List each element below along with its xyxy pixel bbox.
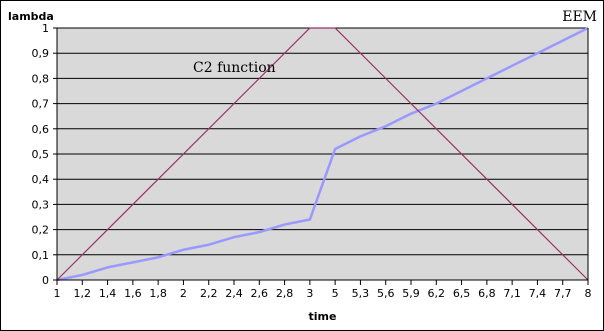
x-tick-label: 6,5 xyxy=(453,287,471,300)
y-axis-title: lambda xyxy=(8,10,54,23)
x-tick-label: 1,8 xyxy=(149,287,167,300)
x-tick-label: 6,8 xyxy=(478,287,496,300)
x-tick-label: 2,4 xyxy=(225,287,243,300)
series-label-eem: EEM xyxy=(562,9,597,25)
x-tick-label: 1,6 xyxy=(124,287,142,300)
x-tick-label: 5 xyxy=(332,287,339,300)
y-tick-label: 0,2 xyxy=(32,224,50,237)
y-tick-label: 0,9 xyxy=(32,47,50,60)
x-tick-label: 6,2 xyxy=(428,287,446,300)
x-tick-label: 5,3 xyxy=(352,287,370,300)
x-tick-label: 2,8 xyxy=(276,287,294,300)
y-tick-label: 0 xyxy=(42,274,49,287)
x-tick-label: 1,2 xyxy=(74,287,92,300)
x-tick-label: 1,4 xyxy=(99,287,117,300)
x-tick-label: 2,2 xyxy=(200,287,218,300)
axes xyxy=(53,27,589,285)
y-tick-label: 0,4 xyxy=(32,173,50,186)
x-axis-title: time xyxy=(309,310,337,323)
tick-labels: 0 0,1 0,2 0,3 0,4 0,5 0,6 0,7 0,8 0,9 1 1 1,2 1,4 1,6 1… xyxy=(32,22,592,300)
y-tick-label: 0,7 xyxy=(32,98,50,111)
gridlines xyxy=(57,27,588,256)
y-tick-label: 1 xyxy=(42,22,49,35)
y-tick-label: 0,3 xyxy=(32,198,50,211)
y-tick-label: 0,8 xyxy=(32,72,50,85)
x-tick-label: 7,1 xyxy=(503,287,521,300)
y-tick-label: 0,1 xyxy=(32,249,50,262)
x-tick-label: 1 xyxy=(54,287,61,300)
x-tick-label: 5,6 xyxy=(377,287,395,300)
x-tick-label: 7,4 xyxy=(529,287,547,300)
x-tick-label: 2 xyxy=(180,287,187,300)
x-tick-label: 7,7 xyxy=(554,287,572,300)
series-line-eem xyxy=(56,26,589,282)
x-tick-label: 2,6 xyxy=(251,287,269,300)
x-tick-label: 3 xyxy=(306,287,313,300)
y-tick-label: 0,6 xyxy=(32,123,50,136)
x-tick-label: 8 xyxy=(585,287,592,300)
x-tick-label: 5,9 xyxy=(402,287,420,300)
series-line-c2-function xyxy=(56,27,589,281)
series-label-c2-function: C2 function xyxy=(193,60,276,76)
y-tick-label: 0,5 xyxy=(32,148,50,161)
series-layer xyxy=(56,26,589,282)
